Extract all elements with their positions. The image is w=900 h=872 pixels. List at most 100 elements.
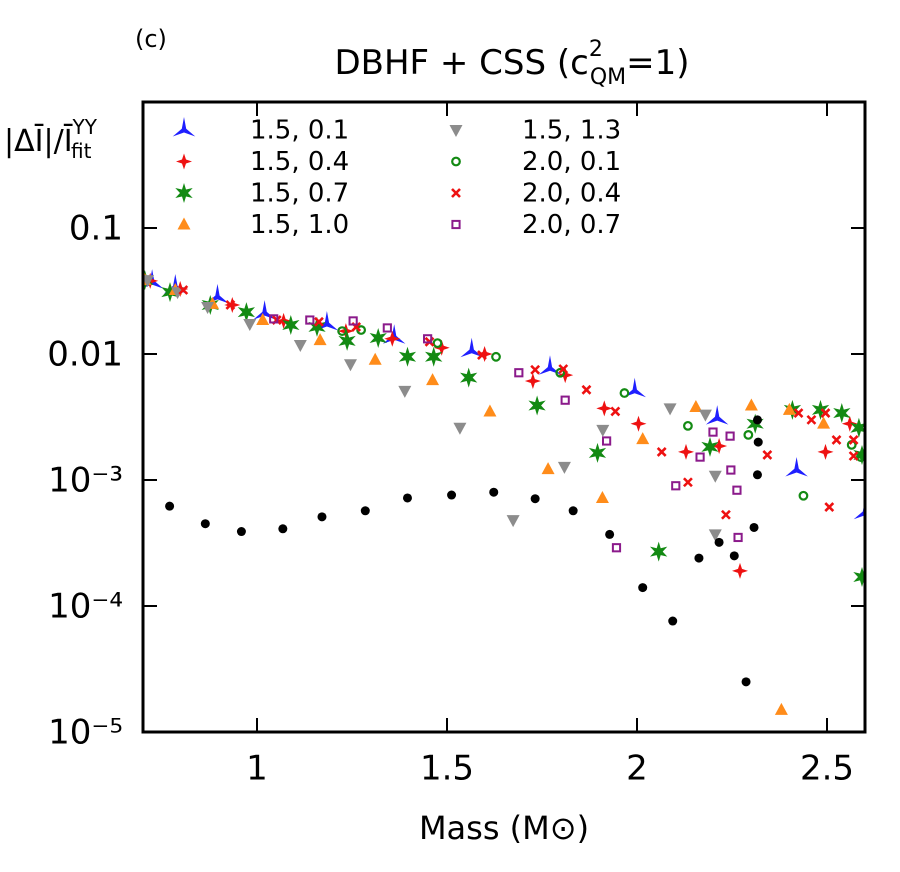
data-point: [824, 502, 835, 512]
data-point: [453, 422, 467, 435]
data-point: [314, 316, 324, 327]
x-tick-label: 1: [246, 749, 268, 789]
data-point: [732, 562, 748, 579]
data-point: [743, 430, 754, 440]
data-point: [701, 436, 719, 457]
data-point: [402, 493, 412, 503]
data-point: [729, 551, 739, 561]
data-point: [343, 359, 357, 372]
data-point: [282, 315, 300, 335]
x-tick-label: 1.5: [420, 749, 474, 789]
data-point: [708, 529, 722, 542]
data-point: [317, 512, 327, 522]
data-point: [560, 395, 570, 405]
data-point: [384, 330, 401, 347]
data-point: [774, 702, 788, 715]
data-point: [425, 346, 443, 367]
data-point: [530, 364, 541, 375]
data-point: [726, 465, 736, 475]
data-point: [595, 490, 609, 503]
data-point: [831, 435, 842, 445]
data-point: [305, 315, 315, 325]
data-point: [636, 432, 650, 445]
title-rest: =1): [626, 43, 689, 83]
data-point: [711, 438, 728, 454]
data-point: [308, 316, 326, 337]
data-point: [557, 367, 574, 384]
data-point: [733, 532, 743, 543]
x-tick-label: 2: [626, 749, 648, 789]
legend-marker: [177, 217, 191, 230]
chart-title: DBHF + CSS (c2 QM=1): [334, 37, 689, 90]
legend-marker: [451, 219, 461, 230]
data-point: [762, 450, 773, 460]
data-point: [850, 417, 865, 438]
data-point: [741, 677, 751, 687]
data-point: [848, 435, 859, 445]
data-point: [848, 451, 859, 461]
legend-label: 1.5, 1.0: [250, 210, 349, 240]
data-point: [785, 457, 808, 477]
data-point: [752, 415, 762, 425]
data-point: [491, 351, 501, 362]
data-point: [623, 377, 646, 398]
data-point: [237, 302, 255, 323]
data-point: [698, 409, 712, 422]
data-point: [744, 398, 758, 411]
data-point: [656, 447, 667, 457]
data-point: [611, 543, 622, 553]
data-point: [382, 323, 392, 333]
data-point: [619, 388, 630, 398]
data-point: [398, 385, 412, 398]
y-label-sup: YY: [72, 115, 98, 139]
legend-marker: [451, 188, 461, 198]
x-axis-label: Mass (M⊙): [419, 809, 589, 847]
data-point: [348, 316, 358, 326]
y-tick-label: 0.1: [69, 209, 123, 249]
data-point: [694, 553, 704, 563]
data-point: [833, 403, 851, 423]
legend-label: 1.5, 0.7: [250, 179, 349, 209]
data-point: [798, 490, 809, 501]
data-point: [161, 282, 179, 303]
data-point: [368, 352, 382, 365]
legend-marker: [451, 156, 461, 167]
data-point: [514, 368, 524, 378]
data-point: [423, 334, 433, 344]
data-point: [806, 414, 817, 425]
y-label-text: |ΔĪ|/Ī: [4, 123, 73, 159]
y-tick-label: 10⁻⁵: [48, 713, 123, 753]
data-point: [695, 452, 705, 462]
data-point: [752, 470, 762, 480]
data-point: [253, 300, 276, 320]
data-point: [782, 402, 796, 415]
data-point: [360, 506, 370, 516]
data-point: [398, 346, 417, 367]
data-point: [596, 400, 613, 417]
data-point: [269, 314, 279, 324]
data-point: [663, 403, 677, 416]
data-point: [630, 415, 647, 432]
legend-label: 1.5, 0.1: [250, 116, 349, 146]
data-point: [225, 300, 236, 310]
legend-marker: [172, 117, 196, 137]
legend-label: 2.0, 0.1: [522, 147, 621, 177]
y-tick-label: 0.01: [47, 335, 123, 375]
title-text: DBHF + CSS (c: [334, 43, 588, 83]
legend-label: 1.5, 1.3: [522, 116, 621, 146]
data-point: [356, 325, 367, 335]
data-point: [596, 424, 610, 437]
data-point: [541, 462, 555, 475]
data-point: [708, 427, 718, 437]
legend-label: 2.0, 0.7: [522, 210, 621, 240]
data-point: [530, 494, 540, 504]
y-tick-label: 10⁻⁴: [48, 587, 123, 627]
data-point: [315, 311, 339, 331]
data-point: [705, 405, 729, 425]
data-point: [293, 339, 307, 352]
data-point: [171, 287, 185, 300]
data-point: [721, 509, 731, 520]
data-point: [337, 326, 348, 336]
data-point: [483, 404, 497, 417]
